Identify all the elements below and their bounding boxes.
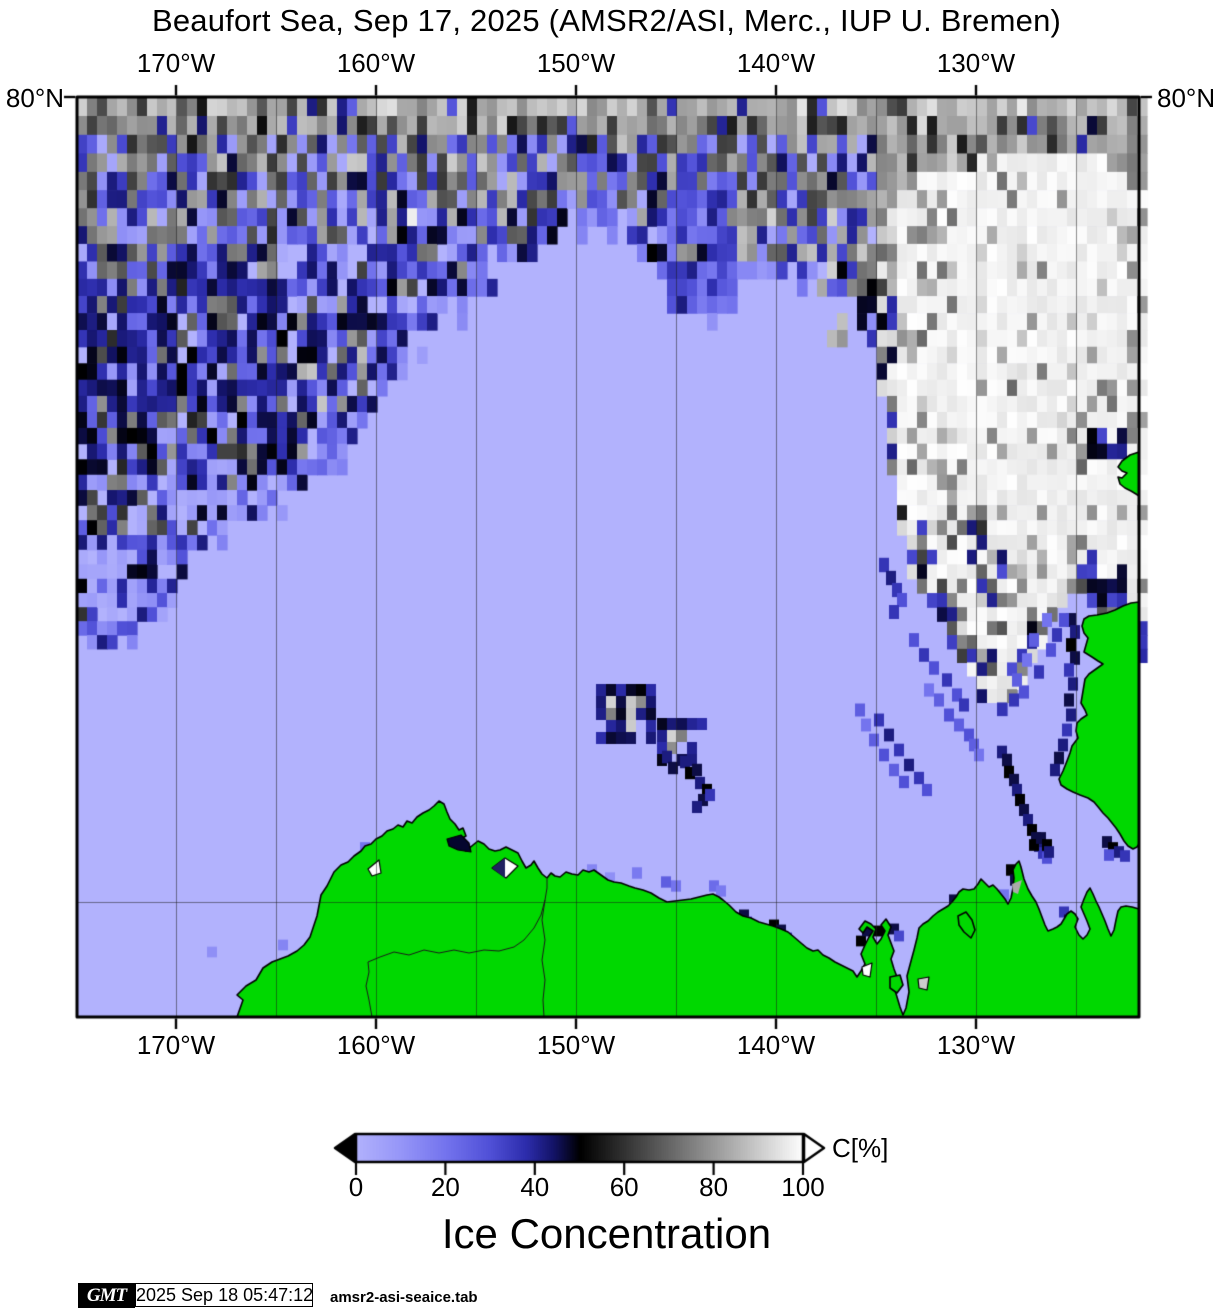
colorbar-unit-label: C[%]: [832, 1133, 889, 1163]
colorbar-tick-label: 100: [781, 1172, 825, 1202]
lon-tick-label-bottom: 170°W: [136, 1030, 216, 1060]
lon-tick-label-bottom: 150°W: [536, 1030, 616, 1060]
lon-tick-label-bottom: 160°W: [336, 1030, 416, 1060]
lon-tick-label-top: 130°W: [936, 48, 1016, 78]
colorbar-tick-label: 60: [609, 1172, 639, 1202]
colorbar-caption: Ice Concentration: [441, 1210, 772, 1257]
lon-tick-label-top: 150°W: [536, 48, 616, 78]
lon-tick-label-top: 170°W: [136, 48, 216, 78]
colorbar-tick-label: 40: [520, 1172, 550, 1202]
gmt-timestamp: 2025 Sep 18 05:47:12: [135, 1283, 314, 1307]
figure-title: Beaufort Sea, Sep 17, 2025 (AMSR2/ASI, M…: [151, 3, 1062, 38]
lat-label-left: 80°N: [5, 83, 64, 113]
gmt-logo: GMT: [78, 1283, 135, 1308]
lon-tick-label-top: 140°W: [736, 48, 816, 78]
lon-tick-label-top: 160°W: [336, 48, 416, 78]
colorbar-tick-label: 20: [430, 1172, 460, 1202]
colorbar-tick-label: 80: [699, 1172, 729, 1202]
gmt-filename: amsr2-asi-seaice.tab: [330, 1289, 478, 1306]
lon-tick-label-bottom: 130°W: [936, 1030, 1016, 1060]
colorbar-tick-label: 0: [348, 1172, 364, 1202]
lon-tick-label-bottom: 140°W: [736, 1030, 816, 1060]
lat-label-right: 80°N: [1157, 83, 1213, 113]
